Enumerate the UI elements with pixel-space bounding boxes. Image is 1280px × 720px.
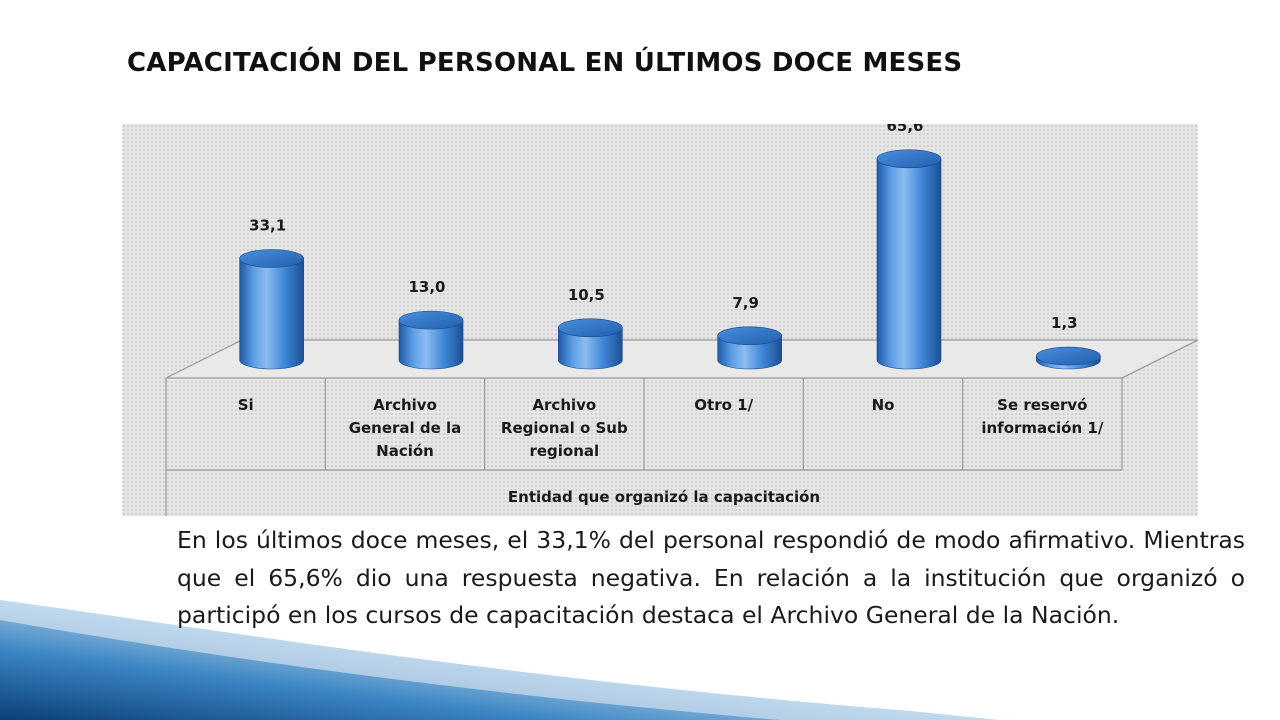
data-label: 1,3 bbox=[1051, 314, 1078, 332]
data-label: 13,0 bbox=[408, 278, 445, 296]
bar bbox=[558, 318, 623, 370]
bar-body bbox=[239, 258, 304, 370]
bar bbox=[876, 149, 942, 370]
x-tick-label: Si bbox=[238, 396, 254, 414]
bar-body bbox=[876, 158, 942, 370]
category-table: Si Archivo General de la Nación Archivo Regio… bbox=[166, 378, 1122, 506]
x-axis-title: Entidad que organizó la capacitación bbox=[508, 488, 820, 506]
x-tick-label: No bbox=[872, 396, 895, 414]
bar bbox=[398, 310, 464, 370]
bars-group bbox=[239, 149, 1101, 370]
chart-area: Si Archivo General de la Nación Archivo Regio… bbox=[122, 124, 1198, 516]
data-label: 10,5 bbox=[568, 286, 605, 304]
page-title: CAPACITACIÓN DEL PERSONAL EN ÚLTIMOS DOC… bbox=[127, 48, 963, 78]
data-label: 7,9 bbox=[732, 294, 759, 312]
data-label: 65,6 bbox=[886, 124, 923, 135]
data-label: 33,1 bbox=[249, 216, 286, 234]
bar bbox=[717, 326, 782, 370]
bar-chart: Si Archivo General de la Nación Archivo Regio… bbox=[165, 124, 1198, 516]
bar-top bbox=[717, 326, 782, 346]
data-labels-group: 33,1 13,0 10,5 7,9 65,6 1,3 bbox=[249, 124, 1077, 332]
bar-top bbox=[876, 149, 942, 169]
bar-body bbox=[558, 327, 623, 370]
bar-body bbox=[398, 319, 464, 370]
floor-right-edge bbox=[1121, 339, 1198, 379]
x-tick-label: Se reservó información 1/ bbox=[981, 396, 1103, 437]
x-tick-label: Archivo General de la Nación bbox=[349, 396, 462, 460]
bar-top bbox=[558, 318, 623, 338]
bar-top bbox=[398, 310, 464, 330]
bar bbox=[1036, 346, 1101, 370]
bar-top bbox=[239, 249, 304, 268]
bar-body bbox=[717, 335, 782, 370]
bar-top bbox=[1036, 346, 1101, 366]
x-tick-label: Archivo Regional o Sub regional bbox=[501, 396, 628, 460]
bar bbox=[239, 249, 304, 370]
x-tick-label: Otro 1/ bbox=[694, 396, 753, 414]
description-paragraph: En los últimos doce meses, el 33,1% del … bbox=[177, 526, 1245, 629]
decorative-wave bbox=[0, 600, 1000, 720]
